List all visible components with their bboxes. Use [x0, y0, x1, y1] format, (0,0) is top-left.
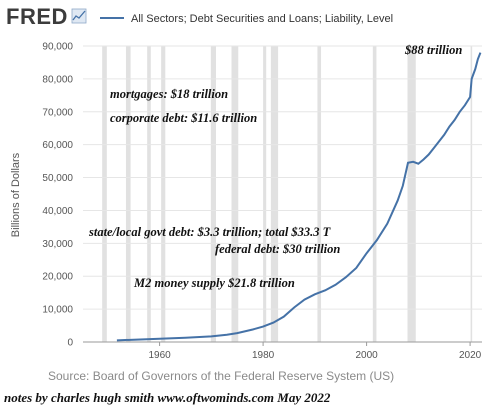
- recession-bands: [102, 46, 473, 342]
- recession-band-2: [147, 46, 151, 342]
- y-tick-label: 60,000: [42, 140, 73, 151]
- footer-note: notes by charles hugh smith www.oftwomin…: [4, 390, 331, 405]
- annotation-mortgages: mortgages: $18 trillion: [110, 87, 228, 101]
- recession-band-4: [210, 46, 216, 342]
- legend-label: All Sectors; Debt Securities and Loans; …: [131, 13, 393, 25]
- y-tick-label: 20,000: [42, 272, 73, 283]
- annotation-corporate: corporate debt: $11.6 trillion: [110, 111, 257, 125]
- y-tick-label: 10,000: [42, 305, 73, 316]
- recession-band-8: [317, 46, 322, 342]
- x-axis-ticks: 1960 1980 2000 2020: [148, 342, 482, 361]
- recession-band-5: [231, 46, 239, 342]
- annotation-federal: federal debt: $30 trillion: [215, 242, 340, 256]
- recession-band-10: [407, 46, 416, 342]
- y-axis-label: Billions of Dollars: [10, 152, 22, 237]
- y-tick-label: 30,000: [42, 239, 73, 250]
- annotation-state-local: state/local govt debt: $3.3 trillion; to…: [88, 225, 332, 239]
- y-axis-ticks: 0 10,000 20,000 30,000 40,000 50,000 60,000 70,…: [42, 42, 73, 349]
- recession-band-7: [270, 46, 279, 342]
- y-tick-label: 80,000: [42, 74, 73, 85]
- recession-band-6: [263, 46, 267, 342]
- gridlines: [83, 45, 482, 310]
- y-tick-label: 70,000: [42, 107, 73, 118]
- y-tick-label: 90,000: [42, 42, 73, 53]
- recession-band-3: [161, 46, 166, 342]
- y-tick-label: 50,000: [42, 173, 73, 184]
- x-tick-label: 1960: [148, 350, 171, 361]
- fred-logo: FRED: [6, 4, 68, 29]
- recession-band-0: [102, 46, 107, 342]
- y-tick-label: 0: [67, 338, 73, 349]
- series-line: [116, 52, 482, 342]
- trend-chart-icon: [71, 8, 87, 24]
- annotation-total: $88 trillion: [404, 43, 462, 57]
- recession-band-9: [372, 46, 377, 342]
- source-note: Source: Board of Governors of the Federa…: [48, 369, 394, 383]
- y-tick-label: 40,000: [42, 206, 73, 217]
- annotation-m2: M2 money supply $21.8 trillion: [133, 276, 295, 290]
- recession-band-1: [125, 46, 131, 342]
- x-tick-label: 1980: [252, 350, 275, 361]
- x-tick-label: 2000: [355, 350, 378, 361]
- x-tick-label: 2020: [459, 350, 482, 361]
- recession-band-11: [470, 46, 473, 342]
